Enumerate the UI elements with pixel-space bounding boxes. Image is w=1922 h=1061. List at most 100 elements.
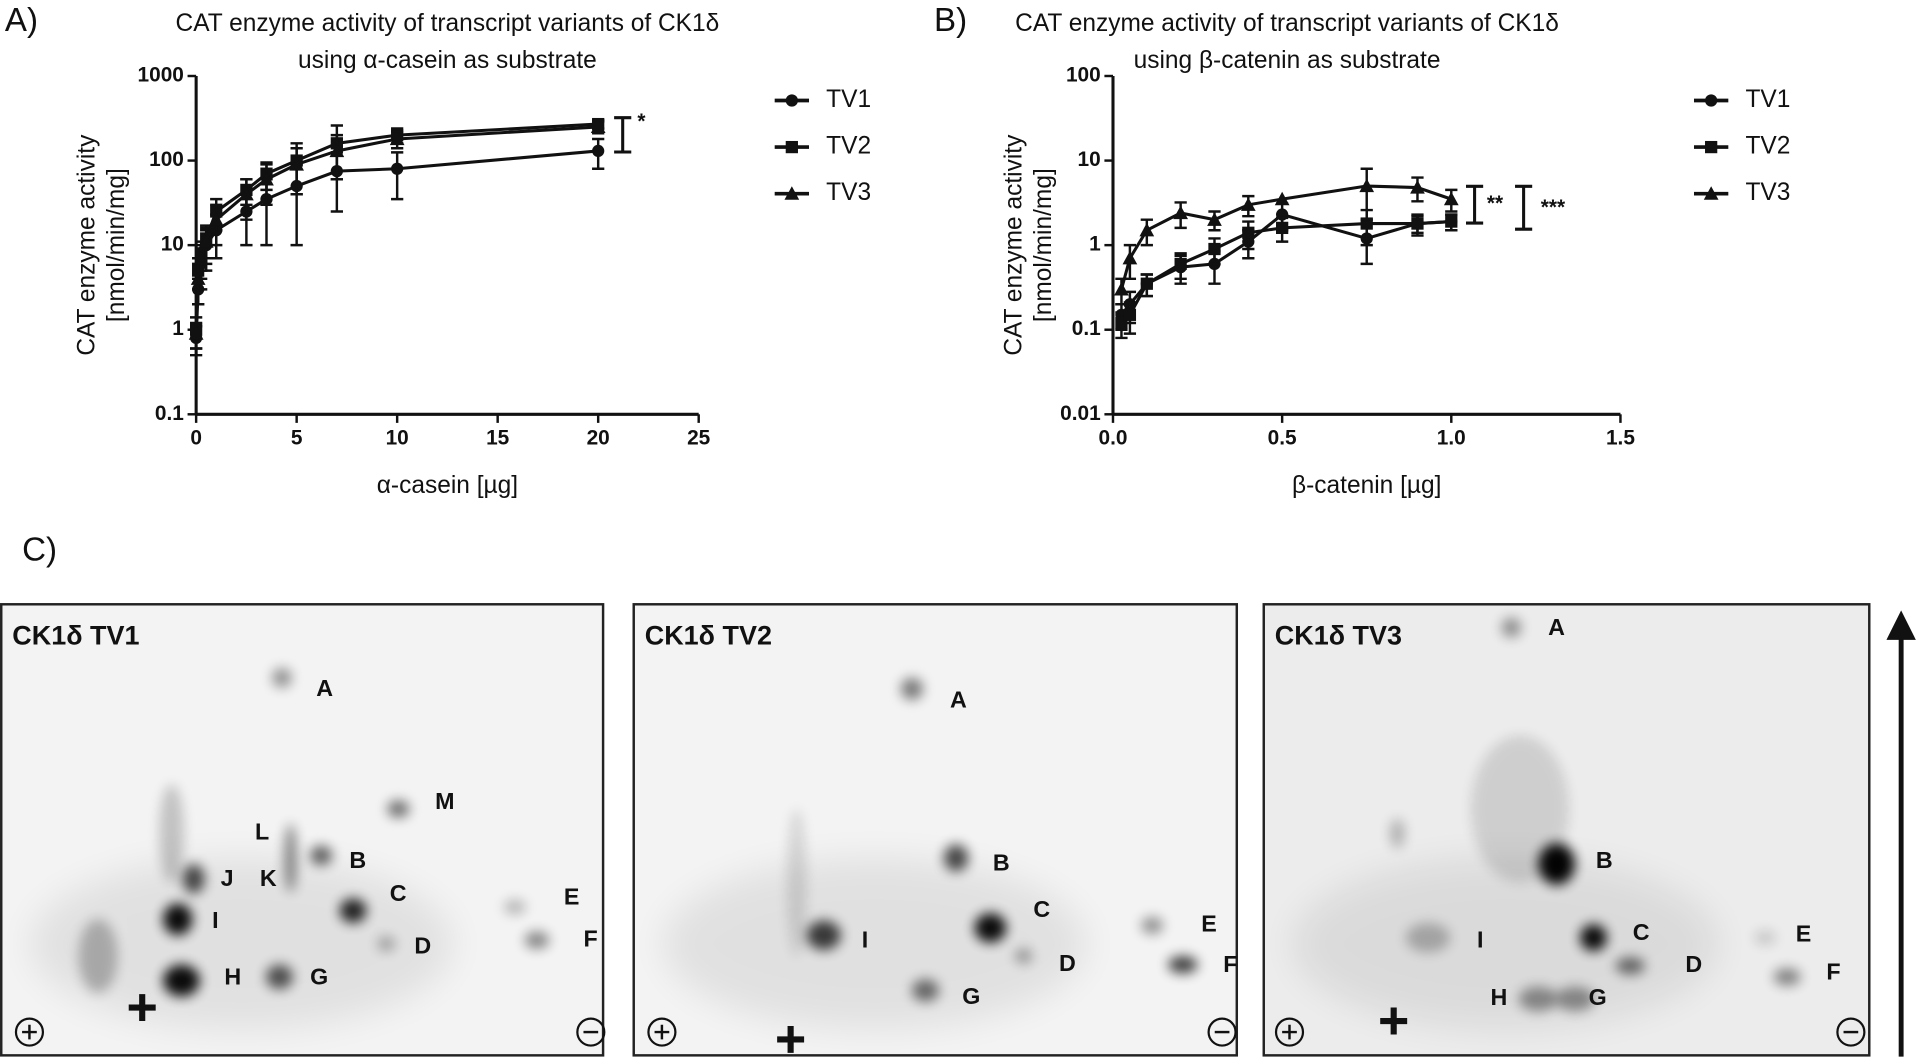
gel-haze bbox=[1292, 858, 1719, 1030]
gel-spot bbox=[387, 800, 410, 818]
gel-spot bbox=[284, 823, 297, 893]
gel-spot bbox=[1141, 916, 1164, 935]
gel-haze bbox=[662, 858, 1087, 1030]
gel-spot bbox=[1168, 956, 1198, 974]
gel-spot bbox=[1579, 924, 1607, 952]
chart-title: using β-catenin as substrate bbox=[1134, 47, 1441, 74]
marker bbox=[1359, 178, 1375, 193]
anode-icon bbox=[1274, 1017, 1305, 1047]
spot-label: I bbox=[1477, 927, 1483, 953]
y-tick-label: 1 bbox=[1089, 233, 1101, 256]
anode-icon bbox=[22, 1024, 37, 1040]
gel-spot bbox=[310, 845, 333, 866]
chart-title: CAT enzyme activity of transcript varian… bbox=[176, 10, 720, 37]
error-bar bbox=[1360, 167, 1373, 221]
spot-label: E bbox=[1796, 920, 1812, 946]
anode-icon bbox=[1282, 1024, 1297, 1040]
y-tick-label: 100 bbox=[1066, 63, 1101, 86]
gel-spot bbox=[974, 913, 1007, 943]
series-line bbox=[1120, 212, 1452, 316]
legend-marker bbox=[784, 186, 800, 200]
x-tick-label: 0 bbox=[190, 426, 202, 449]
spot-label: F bbox=[1826, 958, 1840, 984]
gel-spot bbox=[1615, 957, 1645, 975]
marker bbox=[1411, 217, 1424, 230]
y-tick-label: 100 bbox=[149, 148, 184, 171]
spot-label: C bbox=[1033, 896, 1050, 922]
marker bbox=[1139, 222, 1155, 237]
legend-marker bbox=[1703, 186, 1719, 200]
x-tick-label: 0.5 bbox=[1268, 426, 1297, 449]
gel-spot bbox=[943, 844, 969, 872]
error-bar bbox=[290, 146, 303, 196]
y-tick-label: 1000 bbox=[138, 63, 184, 86]
x-axis-label: β-catenin [µg] bbox=[1292, 472, 1441, 499]
gel-spot bbox=[1390, 818, 1405, 849]
spot-label: D bbox=[1059, 950, 1076, 976]
gel-spot bbox=[1405, 922, 1451, 953]
gel-spot bbox=[503, 899, 526, 915]
spot-label: B bbox=[349, 847, 366, 873]
cathode-icon bbox=[1836, 1017, 1866, 1047]
panel-label: C) bbox=[22, 531, 57, 568]
marker bbox=[1410, 180, 1425, 194]
gel-spot bbox=[78, 919, 118, 993]
gel-border bbox=[0, 603, 605, 1057]
significance-bracket bbox=[1466, 184, 1484, 225]
gel-border bbox=[632, 603, 1239, 1057]
marker bbox=[329, 143, 345, 158]
marker bbox=[1173, 205, 1189, 220]
spot-label: G bbox=[1589, 984, 1607, 1010]
gel-spot bbox=[900, 677, 924, 700]
gel-spot bbox=[159, 784, 184, 883]
spot-label: E bbox=[1201, 911, 1217, 937]
significance-bracket bbox=[1515, 184, 1533, 231]
gel-spot bbox=[1014, 948, 1033, 964]
y-tick-label: 0.1 bbox=[155, 402, 184, 425]
panel-label: B) bbox=[934, 2, 967, 39]
x-tick-label: 5 bbox=[291, 426, 303, 449]
spot-label: A bbox=[316, 675, 333, 701]
x-tick-label: 20 bbox=[587, 426, 610, 449]
gel-spot bbox=[163, 903, 193, 936]
x-tick-label: 10 bbox=[386, 426, 409, 449]
spot-label: F bbox=[583, 925, 597, 951]
anode-icon bbox=[14, 1017, 45, 1047]
x-tick-label: 0.0 bbox=[1099, 426, 1128, 449]
spot-label: B bbox=[1596, 847, 1613, 873]
legend-label: TV1 bbox=[826, 86, 871, 113]
panel-label: A) bbox=[5, 2, 38, 39]
gel-panel: CK1δ TV3 A B I C D EF H G bbox=[1262, 603, 1871, 1057]
spot-label: I bbox=[862, 927, 868, 953]
cathode-icon bbox=[576, 1017, 606, 1047]
gel-spot bbox=[1555, 986, 1595, 1012]
gel-title: CK1δ TV3 bbox=[1275, 621, 1402, 651]
marker bbox=[391, 162, 404, 175]
marker bbox=[1140, 277, 1153, 290]
spot-label: A bbox=[1548, 614, 1565, 640]
y-axis-label: [nmol/min/mg] bbox=[1030, 168, 1057, 322]
gel-spot bbox=[266, 964, 293, 990]
x-tick-label: 1.0 bbox=[1437, 426, 1466, 449]
marker bbox=[1207, 212, 1222, 226]
spot-label: E bbox=[564, 884, 580, 910]
chart-title: using α-casein as substrate bbox=[298, 47, 597, 74]
y-axis-label: CAT enzyme activity bbox=[74, 134, 101, 356]
marker bbox=[1114, 282, 1129, 296]
series-line bbox=[1120, 220, 1452, 325]
gel-spot bbox=[911, 979, 939, 1002]
spot-label: K bbox=[260, 865, 277, 891]
spot-label: D bbox=[414, 933, 431, 959]
chart-title: CAT enzyme activity of transcript varian… bbox=[1015, 10, 1559, 37]
origin-mark bbox=[128, 994, 156, 1022]
marker bbox=[592, 144, 605, 158]
gel-title: CK1δ TV2 bbox=[645, 621, 772, 651]
gel-panel: CK1δ TV2 A B I C D EF G bbox=[632, 603, 1239, 1057]
marker bbox=[208, 212, 224, 226]
spot-label: F bbox=[1223, 951, 1237, 977]
legend-marker bbox=[1705, 94, 1718, 107]
anode-icon bbox=[654, 1024, 670, 1040]
anode-icon bbox=[647, 1017, 677, 1047]
